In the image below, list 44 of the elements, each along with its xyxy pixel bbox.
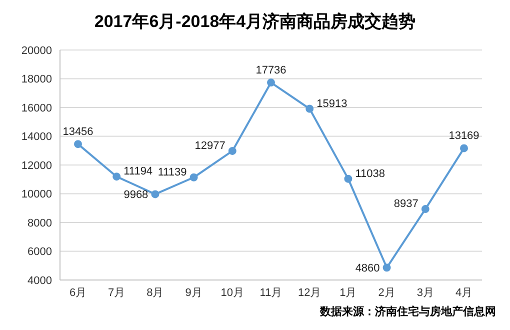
point xyxy=(460,144,468,152)
y-tick-label: 14000 xyxy=(21,131,52,144)
y-tick-label: 12000 xyxy=(21,160,52,172)
y-tick-label: 20000 xyxy=(21,44,52,57)
y-tick-label: 10000 xyxy=(21,188,52,201)
x-tick-label: 12月 xyxy=(298,286,322,299)
data-label: 13456 xyxy=(62,126,94,138)
data-label: 11038 xyxy=(355,168,385,180)
x-tick-label: 1月 xyxy=(340,286,357,299)
data-label: 17736 xyxy=(256,64,286,77)
x-tick-label: 11月 xyxy=(260,286,282,299)
data-label: 13169 xyxy=(448,130,480,142)
data-label: 11194 xyxy=(124,166,153,178)
y-tick-label: 4000 xyxy=(28,274,52,287)
point xyxy=(267,78,275,87)
x-tick-label: 4月 xyxy=(455,286,473,299)
data-label: 11139 xyxy=(158,166,187,178)
chart-title: 2017年6月-2018年4月济南商品房成交趋势 xyxy=(93,11,417,33)
y-tick-label: 16000 xyxy=(21,102,52,114)
point xyxy=(190,173,198,182)
point xyxy=(151,190,160,198)
point xyxy=(344,174,352,183)
y-tick-label: 18000 xyxy=(21,74,52,86)
point xyxy=(382,264,391,272)
point xyxy=(228,146,236,155)
data-label: 12977 xyxy=(194,140,226,152)
data-label: 15913 xyxy=(316,98,348,110)
x-tick-label: 2月 xyxy=(378,286,396,299)
point xyxy=(421,205,430,214)
point xyxy=(74,140,82,148)
data-label: 8937 xyxy=(394,198,418,210)
x-tick-label: 3月 xyxy=(416,286,434,299)
y-tick-label: 6000 xyxy=(28,246,52,258)
data-label: 9968 xyxy=(124,189,148,202)
point xyxy=(112,172,121,181)
x-tick-label: 10月 xyxy=(220,286,244,299)
x-tick-label: 8月 xyxy=(146,286,164,299)
point xyxy=(306,104,314,113)
data-label: 4860 xyxy=(355,262,380,275)
x-tick-label: 9月 xyxy=(185,286,202,299)
y-tick-label: 8000 xyxy=(28,217,52,230)
source-note: 数据来源：济南住宅与房地产信息网 xyxy=(318,304,497,319)
x-tick-label: 7月 xyxy=(108,286,126,299)
x-tick-label: 6月 xyxy=(69,286,87,299)
